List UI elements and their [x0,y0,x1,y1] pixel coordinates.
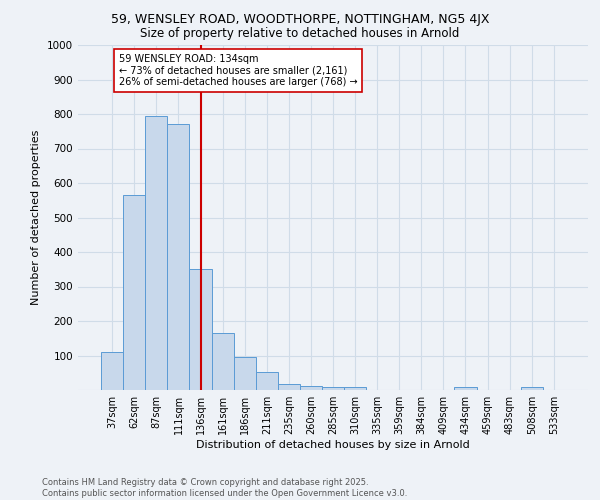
Text: 59 WENSLEY ROAD: 134sqm
← 73% of detached houses are smaller (2,161)
26% of semi: 59 WENSLEY ROAD: 134sqm ← 73% of detache… [119,54,358,87]
Text: Contains HM Land Registry data © Crown copyright and database right 2025.
Contai: Contains HM Land Registry data © Crown c… [42,478,407,498]
Bar [123,195,145,390]
Bar [233,357,256,390]
Bar [521,387,543,390]
Bar [344,387,366,390]
Bar [145,116,167,390]
Bar [278,384,300,390]
Bar [322,386,344,390]
Bar [256,372,278,390]
Bar [167,124,190,390]
X-axis label: Distribution of detached houses by size in Arnold: Distribution of detached houses by size … [196,440,470,450]
Bar [190,269,212,390]
Bar [300,386,322,390]
Bar [212,333,233,390]
Bar [101,352,123,390]
Y-axis label: Number of detached properties: Number of detached properties [31,130,41,305]
Text: 59, WENSLEY ROAD, WOODTHORPE, NOTTINGHAM, NG5 4JX: 59, WENSLEY ROAD, WOODTHORPE, NOTTINGHAM… [111,12,489,26]
Text: Size of property relative to detached houses in Arnold: Size of property relative to detached ho… [140,28,460,40]
Bar [454,387,476,390]
